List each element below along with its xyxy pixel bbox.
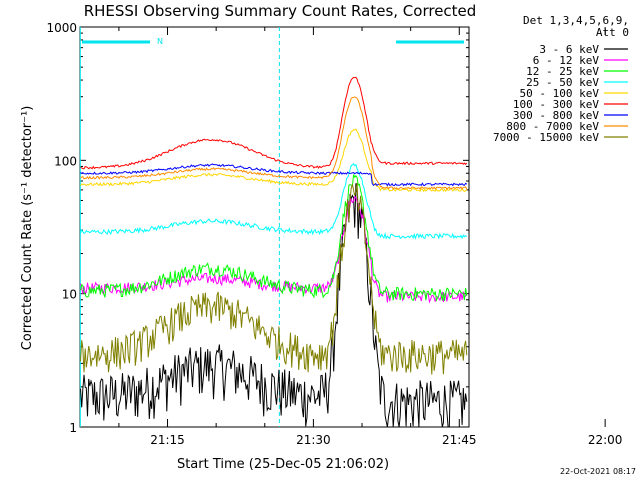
legend-header-line-2: Att 0 [596,26,629,39]
x-tick-label: 22:00 [588,433,623,447]
series-line-4 [80,128,468,193]
x-tick-label: 21:15 [150,433,185,447]
series-line-3 [80,163,468,240]
y-tick-label: 100 [54,154,77,168]
legend-entry-label: 3 - 6 keV [539,43,599,56]
timestamp-footer: 22-Oct-2021 08:17 [560,467,636,476]
chart-title: RHESSI Observing Summary Count Rates, Co… [84,2,477,20]
y-axis-label: Corrected Count Rate (s⁻¹ detector⁻¹) [20,106,35,351]
y-tick-label: 1 [69,421,77,435]
legend-entry-label: 6 - 12 keV [533,54,600,67]
x-tick-label: 21:45 [442,433,477,447]
series-lines [80,76,468,428]
legend-entry-label: 7000 - 15000 keV [493,131,599,144]
series-line-6 [80,163,468,187]
night-flag: N [82,37,464,46]
legend-entry-label: 50 - 100 keV [520,87,600,100]
series-line-8 [80,182,468,375]
legend-entry-label: 100 - 300 keV [513,98,599,111]
legend-header-line-1: Det 1,3,4,5,6,9, [523,14,629,27]
y-tick-label: 1000 [46,21,77,35]
x-axis-label: Start Time (25-Dec-05 21:06:02) [177,457,389,472]
series-line-7 [80,96,468,191]
series-line-0 [80,183,468,428]
night-flag-label: N [157,37,163,46]
legend-entry-label: 800 - 7000 keV [506,120,599,133]
legend-entry-label: 300 - 800 keV [513,109,599,122]
legend-entry-label: 12 - 25 keV [526,65,599,78]
legend-entry-label: 25 - 50 keV [526,76,599,89]
series-line-1 [80,195,468,304]
x-tick-label: 21:30 [296,433,331,447]
y-axis-ticks: 1 10 100 1000 [46,21,469,435]
series-line-2 [80,174,468,302]
series-line-5 [80,76,468,170]
y-tick-label: 10 [62,288,77,302]
